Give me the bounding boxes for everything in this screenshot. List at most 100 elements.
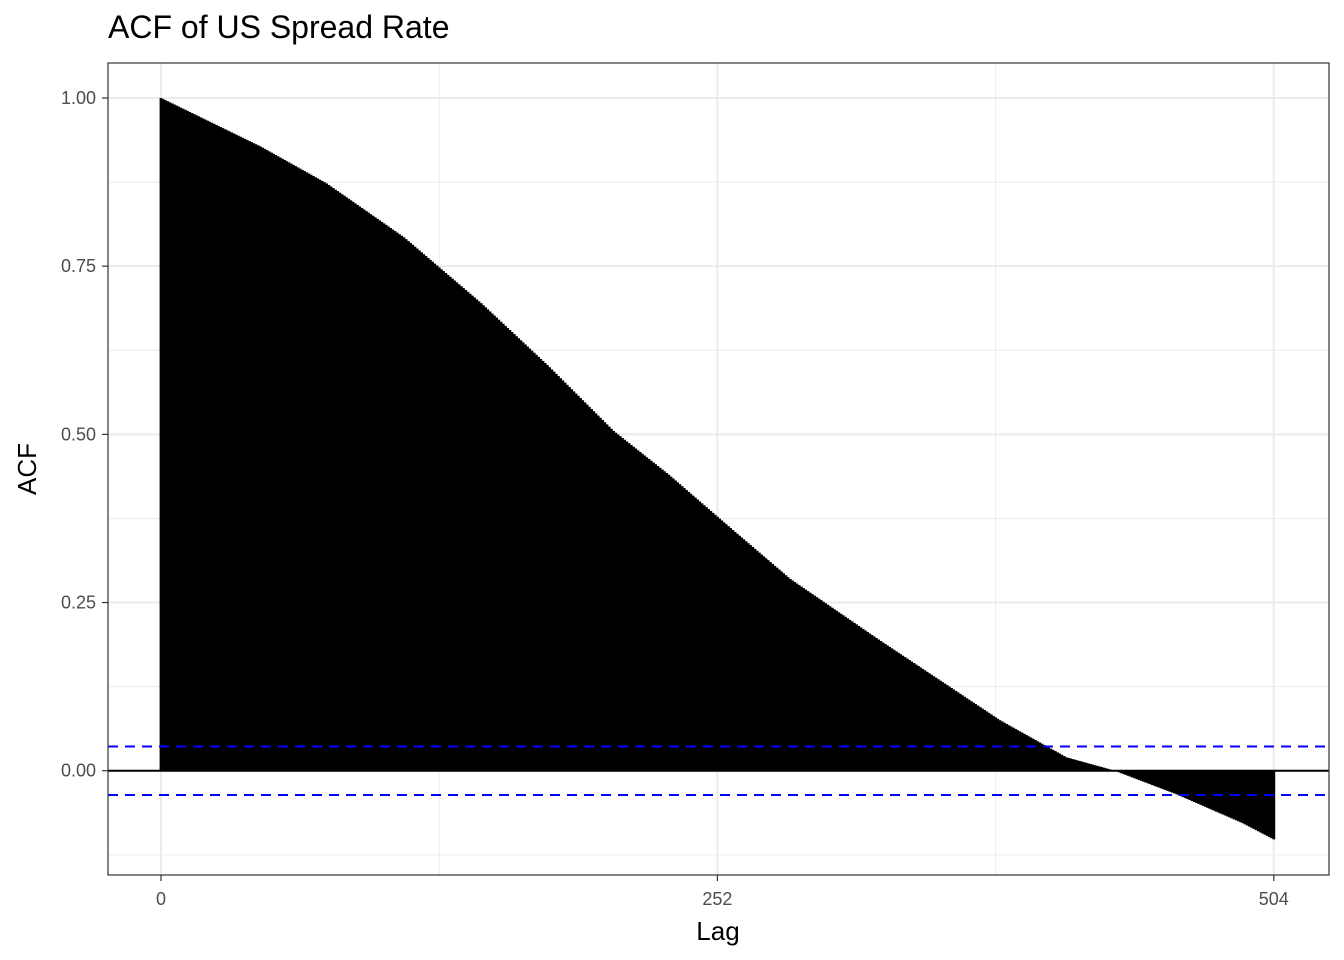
acf-bar — [689, 493, 693, 771]
acf-bar — [378, 220, 381, 771]
acf-bar — [303, 171, 306, 771]
acf-bar — [797, 585, 801, 771]
reference-lines — [108, 745, 1329, 796]
acf-bar — [682, 488, 686, 771]
acf-bar — [983, 709, 986, 771]
acf-bar — [1122, 770, 1126, 775]
acf-bar — [329, 186, 333, 771]
acf-bar — [1199, 770, 1203, 805]
acf-bar — [1221, 770, 1225, 815]
acf-bar — [166, 101, 170, 771]
acf-bar — [175, 105, 178, 771]
acf-bar — [391, 229, 395, 771]
y-tick-label: 0.25 — [61, 593, 96, 613]
acf-bar — [519, 340, 523, 771]
acf-bar — [1067, 757, 1070, 771]
acf-bar — [457, 284, 461, 771]
acf-bar — [225, 130, 229, 771]
acf-bar — [914, 664, 918, 771]
acf-bar — [258, 146, 262, 771]
acf-bar — [462, 288, 465, 771]
acf-bar — [715, 516, 719, 771]
acf-bar — [788, 578, 792, 771]
acf-bar — [890, 648, 894, 771]
acf-bar — [835, 610, 839, 771]
acf-bar — [289, 163, 293, 771]
acf-bar — [499, 321, 503, 771]
acf-bar — [967, 699, 971, 771]
acf-bar — [894, 651, 898, 771]
acf-bar — [448, 276, 452, 771]
acf-bar — [1000, 721, 1004, 771]
acf-bar — [221, 128, 225, 771]
acf-bar — [495, 317, 499, 771]
acf-bar — [1206, 770, 1209, 808]
acf-bar — [782, 573, 786, 771]
acf-bar — [886, 645, 889, 771]
acf-bar — [554, 373, 558, 771]
y-tick-label: 1.00 — [61, 88, 96, 108]
acf-bar — [1042, 744, 1046, 771]
acf-bar — [1036, 741, 1039, 771]
acf-bar — [833, 609, 836, 771]
acf-bar — [1263, 770, 1267, 835]
acf-bar — [594, 413, 598, 771]
acf-bar — [735, 533, 739, 771]
acf-bar — [1075, 760, 1079, 771]
acf-bar — [267, 151, 271, 771]
acf-bar — [991, 715, 995, 771]
acf-bar — [347, 198, 351, 771]
acf-bar — [676, 482, 680, 771]
acf-bar — [561, 380, 565, 771]
acf-bar — [488, 311, 492, 771]
acf-bar — [442, 271, 446, 771]
acf-bar — [521, 342, 525, 771]
acf-bar — [1053, 751, 1057, 771]
acf-bar — [810, 594, 814, 771]
acf-bar — [356, 204, 359, 771]
acf-bar — [903, 657, 907, 771]
acf-bar — [367, 212, 370, 771]
acf-bar — [729, 528, 733, 771]
acf-bar — [1089, 763, 1092, 771]
acf-bar — [1044, 746, 1048, 771]
acf-bar — [879, 641, 883, 771]
acf-bar — [742, 539, 746, 771]
acf-bar — [373, 217, 377, 771]
acf-bar — [722, 522, 726, 771]
acf-bar — [1049, 748, 1053, 771]
acf-bar — [1137, 770, 1141, 780]
acf-bar — [1069, 758, 1073, 771]
acf-bar — [927, 673, 931, 771]
acf-bar — [486, 309, 490, 771]
acf-bar — [384, 224, 388, 771]
acf-bar — [780, 571, 783, 771]
acf-bar — [484, 307, 487, 771]
acf-bar — [861, 628, 865, 771]
acf-bar — [1018, 731, 1022, 771]
x-axis: 0 252 504 — [156, 875, 1289, 909]
acf-bar — [1051, 749, 1055, 771]
acf-bar — [261, 147, 264, 771]
acf-bar — [1056, 752, 1059, 771]
acf-bar — [269, 152, 273, 771]
acf-bar — [852, 622, 856, 771]
acf-bar — [336, 191, 340, 771]
acf-bar — [420, 252, 423, 771]
acf-bar — [340, 194, 344, 771]
acf-bar — [543, 362, 547, 771]
acf-bar — [605, 424, 609, 771]
acf-bar — [755, 550, 759, 771]
acf-bar — [665, 472, 669, 771]
acf-bar — [663, 471, 666, 771]
acf-bar — [1093, 765, 1097, 771]
acf-bar — [557, 376, 560, 771]
acf-bar — [614, 432, 618, 771]
acf-bar — [322, 182, 326, 771]
acf-bar — [775, 567, 779, 771]
acf-bar — [1237, 770, 1240, 822]
acf-bar — [629, 444, 633, 771]
acf-bar — [1142, 770, 1145, 782]
acf-bar — [1184, 770, 1187, 799]
acf-bar — [590, 409, 593, 771]
